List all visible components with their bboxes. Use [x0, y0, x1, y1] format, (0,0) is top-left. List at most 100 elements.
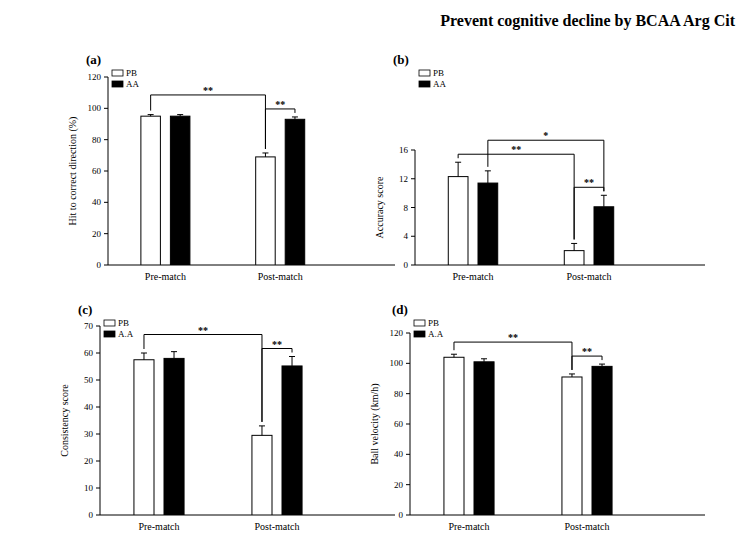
header: Prevent cognitive decline by BCAA Arg Ci… [440, 12, 735, 30]
legend-swatch [414, 331, 425, 337]
x-tick-label: Post-match [567, 271, 612, 282]
y-tick-label: 100 [390, 358, 404, 368]
legend-label: A.A [428, 329, 444, 339]
y-tick-label: 70 [84, 321, 94, 331]
significance-label: ** [275, 99, 285, 110]
panel-title: (d) [392, 302, 408, 317]
significance-bracket: ** [574, 177, 604, 239]
panel-title: (b) [393, 52, 409, 67]
bracket-line [454, 342, 572, 370]
y-tick-label: 0 [97, 260, 102, 270]
legend-swatch [104, 320, 115, 326]
error-bar [601, 195, 607, 207]
significance-label: ** [508, 332, 518, 343]
bar [562, 377, 582, 515]
error-bar [262, 153, 268, 157]
y-axis-label: Hit to correct direction (%) [67, 117, 79, 226]
y-tick [96, 407, 100, 408]
panel: (b)0481216Accuracy scorePre-matchPost-ma… [374, 52, 705, 282]
error-cap [485, 170, 491, 171]
figure: Prevent cognitive decline by BCAA Arg Ci… [0, 0, 755, 541]
y-tick [96, 488, 100, 489]
bar [474, 362, 494, 515]
y-axis-label: Consistency score [59, 384, 70, 457]
error-stem [487, 171, 488, 183]
y-tick-label: 120 [390, 328, 404, 338]
y-tick-label: 0 [404, 260, 409, 270]
error-cap [571, 243, 577, 244]
error-bar [569, 374, 575, 377]
y-tick [406, 484, 410, 485]
legend-label: PB [118, 318, 129, 328]
y-tick [406, 515, 410, 516]
legend-swatch [112, 81, 123, 87]
legend-swatch [419, 70, 430, 76]
y-tick [104, 171, 108, 172]
y-tick-label: 20 [92, 229, 102, 239]
x-tick-label: Pre-match [448, 521, 489, 532]
x-tick-label: Pre-match [138, 521, 179, 532]
y-tick-label: 80 [394, 389, 404, 399]
bar [164, 358, 184, 515]
y-tick [411, 236, 415, 237]
marks [141, 115, 305, 265]
x-tick-label: Post-match [565, 521, 610, 532]
significance-label: ** [582, 346, 592, 357]
significance-label: ** [198, 325, 208, 336]
error-cap [262, 152, 268, 153]
y-tick [104, 77, 108, 78]
significance-label: * [543, 130, 548, 141]
error-cap [177, 114, 183, 115]
y-tick [104, 202, 108, 203]
y-tick-label: 60 [92, 166, 102, 176]
y-tick [406, 424, 410, 425]
y-tick-label: 120 [88, 72, 102, 82]
significance-bracket: ** [265, 99, 295, 149]
y-tick-label: 20 [394, 480, 404, 490]
error-stem [265, 153, 266, 157]
error-bar [177, 115, 183, 117]
error-stem [458, 162, 459, 176]
significance-bracket: ** [262, 339, 292, 422]
bracket-line [151, 95, 266, 149]
error-bar [481, 359, 487, 362]
legend-label: PB [433, 68, 444, 78]
y-tick-label: 10 [84, 483, 94, 493]
bracket-line [262, 349, 292, 422]
error-bar [485, 171, 491, 183]
y-tick [96, 461, 100, 462]
y-tick [406, 363, 410, 364]
error-cap [569, 373, 575, 374]
y-axis-label: Accuracy score [374, 176, 385, 238]
error-cap [171, 351, 177, 352]
y-tick [96, 380, 100, 381]
legend-swatch [112, 70, 123, 76]
error-bar [141, 353, 147, 360]
legend-label: PB [126, 68, 137, 78]
y-tick-label: 16 [399, 145, 409, 155]
marks [448, 162, 613, 265]
marks [134, 352, 302, 515]
error-stem [174, 352, 175, 359]
error-cap [259, 425, 265, 426]
y-tick-label: 30 [84, 429, 94, 439]
error-cap [599, 364, 605, 365]
bar [134, 360, 154, 515]
y-tick-label: 12 [399, 174, 408, 184]
y-tick [96, 326, 100, 327]
error-stem [603, 195, 604, 207]
bar [170, 116, 190, 265]
y-tick-label: 80 [92, 135, 102, 145]
legend: PBA.A [104, 318, 134, 339]
error-cap [148, 114, 154, 115]
y-tick-label: 50 [84, 375, 94, 385]
error-bar [455, 162, 461, 176]
error-bar [451, 354, 457, 357]
y-tick [104, 108, 108, 109]
error-bar [148, 115, 154, 117]
y-tick [406, 333, 410, 334]
error-stem [292, 357, 293, 366]
legend-label: AA [126, 79, 139, 89]
error-bar [599, 364, 605, 366]
significance-bracket: ** [458, 144, 574, 239]
